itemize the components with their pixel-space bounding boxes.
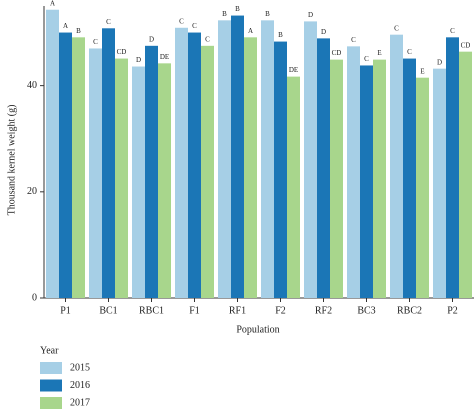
- bar: [59, 32, 72, 298]
- bar-annotation: A: [50, 0, 55, 7]
- bar: [72, 37, 85, 298]
- bar: [231, 15, 244, 298]
- bar-annotation: B: [278, 31, 283, 39]
- bar-annotation: D: [149, 35, 154, 43]
- x-tick-label: F1: [189, 305, 200, 316]
- bar: [287, 76, 300, 299]
- bar: [261, 20, 274, 299]
- x-tick-label: P1: [60, 305, 71, 316]
- bar-annotation: CD: [461, 41, 471, 49]
- legend-label: 2017: [70, 397, 90, 408]
- bar-annotation: C: [106, 18, 111, 26]
- legend-label: 2016: [70, 380, 90, 391]
- bar-annotation: B: [222, 10, 227, 18]
- bar-annotation: C: [192, 22, 197, 30]
- bar: [360, 65, 373, 298]
- bar: [373, 59, 386, 298]
- y-axis-label: Thousand kernel weight (g): [6, 105, 17, 216]
- bar-annotation: D: [308, 11, 313, 19]
- bar: [188, 32, 201, 298]
- y-tick-label: 20: [27, 186, 37, 197]
- x-tick-label: RF1: [229, 305, 246, 316]
- bar: [46, 9, 59, 298]
- bar-annotation: D: [321, 28, 326, 36]
- bar: [89, 48, 102, 298]
- bar: [416, 77, 429, 298]
- bar: [433, 68, 446, 298]
- bar-annotation: C: [179, 17, 184, 25]
- y-tick-label: 40: [27, 80, 37, 91]
- bar-annotation: CD: [117, 48, 127, 56]
- bar: [446, 37, 459, 298]
- x-tick-label: RF2: [315, 305, 332, 316]
- bar-annotation: E: [377, 49, 381, 57]
- bar: [201, 45, 214, 299]
- bar: [403, 58, 416, 299]
- bar-annotation: C: [364, 55, 369, 63]
- bar-annotation: D: [136, 56, 141, 64]
- x-tick-label: P2: [447, 305, 458, 316]
- bar-annotation: C: [394, 24, 399, 32]
- bar: [244, 37, 257, 298]
- bar: [102, 28, 115, 298]
- bar-annotation: E: [420, 67, 424, 75]
- legend-title: Year: [40, 345, 59, 356]
- bar: [347, 46, 360, 298]
- bar: [158, 63, 171, 298]
- y-tick-label: 0: [32, 292, 37, 303]
- bar: [175, 27, 188, 298]
- bar: [115, 58, 128, 299]
- bar-annotation: D: [437, 58, 442, 66]
- bar-annotation: C: [205, 35, 210, 43]
- x-tick-label: BC3: [357, 305, 375, 316]
- bar-annotation: DE: [160, 53, 169, 61]
- legend-swatch: [40, 397, 62, 409]
- x-tick-label: BC1: [99, 305, 117, 316]
- bar: [390, 34, 403, 298]
- x-tick-label: RBC1: [139, 305, 164, 316]
- legend-swatch: [40, 362, 62, 374]
- bar: [330, 59, 343, 298]
- bar-annotation: A: [248, 27, 253, 35]
- bar: [317, 38, 330, 298]
- bar: [274, 41, 287, 298]
- bar: [218, 20, 231, 299]
- bar: [459, 51, 472, 299]
- x-tick-label: F2: [275, 305, 286, 316]
- x-axis-label: Population: [236, 324, 279, 335]
- bar-annotation: CD: [332, 49, 342, 57]
- bar-annotation: C: [93, 38, 98, 46]
- bar-annotation: B: [235, 5, 240, 13]
- x-tick-label: RBC2: [397, 305, 422, 316]
- bar: [145, 45, 158, 299]
- bar-annotation: C: [407, 48, 412, 56]
- legend-swatch: [40, 379, 62, 392]
- bar: [132, 66, 145, 298]
- bar-annotation: A: [63, 22, 68, 30]
- bar-annotation: DE: [289, 66, 298, 74]
- bar-annotation: C: [450, 27, 455, 35]
- bar: [304, 21, 317, 299]
- bar-annotation: C: [351, 36, 356, 44]
- legend-label: 2015: [70, 362, 90, 373]
- bar-annotation: B: [76, 27, 81, 35]
- bar-annotation: B: [265, 10, 270, 18]
